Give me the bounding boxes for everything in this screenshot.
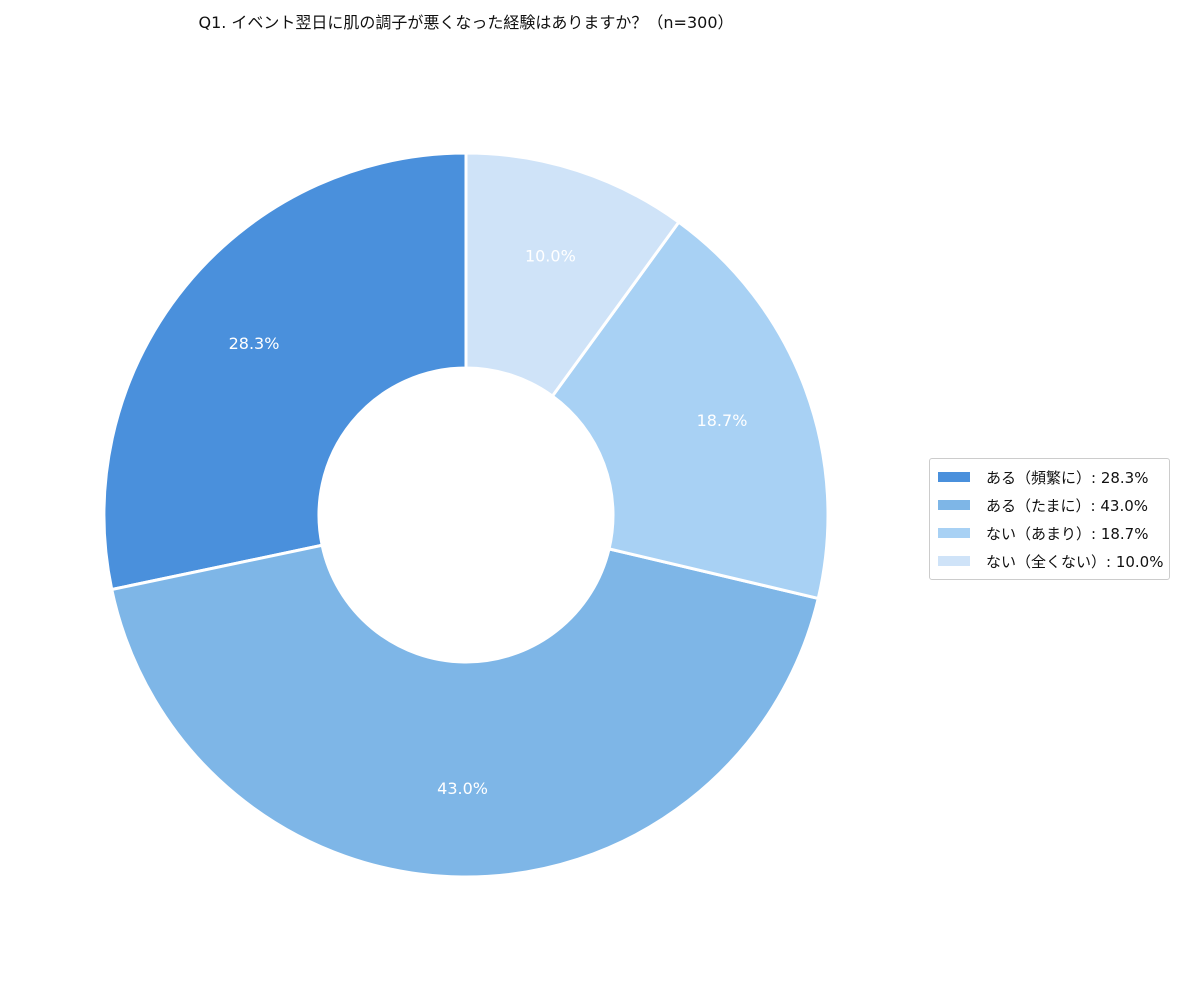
data-label: 28.3%	[229, 334, 280, 353]
donut-slice	[464, 151, 681, 399]
donut-slice	[550, 220, 830, 601]
legend-label: ない（あまり）: 18.7%	[986, 524, 1149, 543]
legend-item: ある（頻繁に）: 28.3%	[938, 463, 1163, 491]
chart-title: Q1. イベント翌日に肌の調子が悪くなった経験はありますか？（n=300）	[198, 13, 734, 32]
data-label: 18.7%	[697, 411, 748, 430]
legend-label: ある（たまに）: 43.0%	[986, 496, 1149, 515]
legend-item: ない（全くない）: 10.0%	[938, 547, 1163, 575]
legend-item: ない（あまり）: 18.7%	[938, 519, 1163, 547]
donut-slice	[109, 543, 821, 879]
donut-chart: 28.3% 43.0% 18.7% 10.0%	[102, 151, 830, 879]
data-label: 43.0%	[437, 779, 488, 798]
legend-swatch	[938, 528, 970, 538]
legend-label: ない（全くない）: 10.0%	[986, 552, 1164, 571]
legend-swatch	[938, 556, 970, 566]
legend-label: ある（頻繁に）: 28.3%	[986, 468, 1149, 487]
data-label: 10.0%	[525, 246, 576, 265]
legend-swatch	[938, 500, 970, 510]
donut-slice	[102, 151, 468, 592]
legend-item: ある（たまに）: 43.0%	[938, 491, 1163, 519]
legend: ある（頻繁に）: 28.3% ある（たまに）: 43.0% ない（あまり）: 1…	[929, 458, 1171, 580]
legend-swatch	[938, 472, 970, 482]
